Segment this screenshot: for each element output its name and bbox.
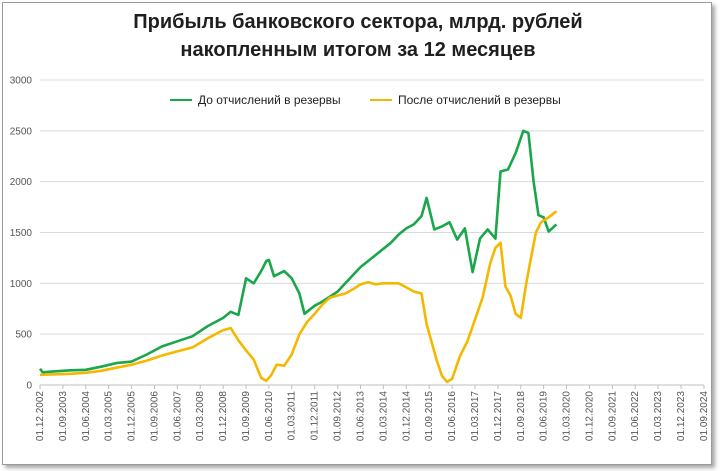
x-tick-label: 01.06.2022 [630, 391, 641, 441]
y-tick-label: 2000 [10, 177, 33, 188]
x-tick-label: 01.06.2016 [447, 391, 458, 441]
x-tick-label: 01.09.2009 [241, 391, 252, 441]
x-tick-label: 01.03.2011 [287, 391, 298, 441]
legend-swatch-before-reserves [170, 99, 192, 101]
legend-label-before-reserves: До отчислений в резервы [198, 93, 341, 107]
chart-title-line2: накопленным итогом за 12 месяцев [180, 39, 536, 61]
legend-label-after-reserves: После отчислений в резервы [398, 93, 561, 107]
x-tick-label: 01.06.2004 [81, 391, 92, 441]
x-tick-label: 01.06.2013 [356, 391, 367, 441]
y-tick-label: 2500 [10, 126, 33, 137]
x-tick-label: 01.12.2002 [35, 391, 46, 441]
x-tick-label: 01.03.2017 [470, 391, 481, 441]
y-tick-label: 0 [26, 381, 32, 392]
x-tick-label: 01.12.2011 [310, 391, 321, 441]
x-tick-label: 01.12.2008 [218, 391, 229, 441]
chart-title-line1: Прибыль банковского сектора, млрд. рубле… [133, 11, 583, 33]
legend-item-before-reserves: До отчислений в резервы [170, 93, 341, 107]
series-line-before-reserves [38, 129, 558, 374]
chart-title: Прибыль банковского сектора, млрд. рубле… [0, 8, 716, 64]
x-tick-label: 01.12.2005 [127, 391, 138, 441]
x-tick-label: 01.09.2003 [58, 391, 69, 441]
x-tick-label: 01.09.2018 [516, 391, 527, 441]
x-tick-label: 01.03.2014 [378, 391, 389, 441]
y-tick-label: 500 [15, 330, 32, 341]
x-tick-label: 01.09.2012 [333, 391, 344, 441]
x-tick-label: 01.03.2005 [104, 391, 115, 441]
x-tick-label: 01.09.2006 [149, 391, 160, 441]
x-tick-label: 01.06.2019 [539, 391, 550, 441]
x-tick-label: 01.03.2008 [195, 391, 206, 441]
y-tick-label: 1500 [10, 228, 33, 239]
x-tick-label: 01.12.2023 [676, 391, 687, 441]
legend-item-after-reserves: После отчислений в резервы [370, 93, 561, 107]
x-tick-label: 01.12.2017 [493, 391, 504, 441]
y-tick-label: 1000 [10, 279, 33, 290]
legend-swatch-after-reserves [370, 99, 392, 101]
x-tick-label: 01.12.2014 [401, 391, 412, 441]
x-tick-label: 01.12.2020 [585, 391, 596, 441]
series-line-after-reserves [39, 210, 558, 384]
x-tick-label: 01.06.2007 [172, 391, 183, 441]
x-tick-label: 01.03.2020 [562, 391, 573, 441]
x-tick-label: 01.03.2023 [653, 391, 664, 441]
x-tick-label: 01.09.2021 [607, 391, 618, 441]
x-tick-label: 01.09.2015 [424, 391, 435, 441]
chart-legend: До отчислений в резервы После отчислений… [0, 93, 716, 109]
x-tick-label: 01.09.2024 [699, 391, 710, 441]
x-tick-label: 01.06.2010 [264, 391, 275, 441]
y-tick-label: 3000 [10, 76, 33, 87]
chart-frame [2, 2, 712, 465]
